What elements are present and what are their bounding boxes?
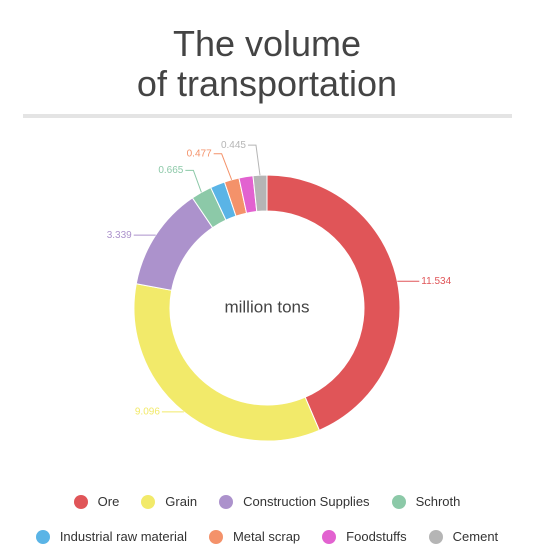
legend-label: Construction Supplies <box>243 494 370 509</box>
center-label: million tons <box>224 297 309 316</box>
slice-cement[interactable] <box>252 174 268 213</box>
legend-label: Metal scrap <box>232 529 301 544</box>
leader-line-schroth <box>185 169 202 193</box>
legend-item-cement[interactable]: Cement <box>428 529 499 544</box>
legend-swatch <box>35 529 50 544</box>
title-divider <box>23 114 512 118</box>
legend-label: Foodstuffs <box>346 529 407 544</box>
legend-row-1: Ore Grain Construction Supplies Schroth <box>0 494 534 509</box>
donut-chart: 11.534 9.096 3.339 0.665 0.477 0.445 million … <box>107 140 452 442</box>
legend-label: Schroth <box>415 494 461 509</box>
legend-item-foodstuffs[interactable]: Foodstuffs <box>322 529 407 544</box>
data-label-schroth: 0.665 <box>158 165 183 176</box>
legend-item-metal-scrap[interactable]: Metal scrap <box>208 529 301 544</box>
chart-title: The volume of transportation <box>0 24 534 104</box>
legend-swatch <box>322 529 337 544</box>
chart-title-line-2: of transportation <box>136 63 398 104</box>
legend-swatch <box>208 529 223 544</box>
slice-ore[interactable] <box>266 174 401 431</box>
data-label-ore: 11.534 <box>421 276 451 287</box>
legend-label: Grain <box>165 494 198 509</box>
legend-item-industrial-raw-material[interactable]: Industrial raw material <box>35 529 187 544</box>
data-label-construction-supplies: 3.339 <box>107 230 132 241</box>
legend-label: Cement <box>452 529 499 544</box>
legend-item-grain[interactable]: Grain <box>141 494 197 509</box>
legend-row-2: Industrial raw material Metal scrap Foodst… <box>0 529 534 544</box>
leader-line-metal-scrap <box>213 153 233 180</box>
data-label-grain: 9.096 <box>135 406 160 417</box>
legend-item-construction-supplies[interactable]: Construction Supplies <box>219 494 370 509</box>
data-label-cement: 0.445 <box>221 140 246 151</box>
legend-item-schroth[interactable]: Schroth <box>391 494 461 509</box>
legend-swatch <box>391 494 406 509</box>
leader-line-cement <box>247 144 261 176</box>
slice-construction-supplies[interactable] <box>135 197 214 291</box>
legend-swatch <box>141 494 156 509</box>
chart-title-line-1: The volume <box>172 23 362 64</box>
legend-label: Industrial raw material <box>59 529 187 544</box>
data-label-metal-scrap: 0.477 <box>187 148 212 159</box>
legend-swatch <box>428 529 443 544</box>
legend-swatch <box>73 494 88 509</box>
legend-item-ore[interactable]: Ore <box>73 494 120 509</box>
legend-swatch <box>219 494 234 509</box>
legend-label: Ore <box>97 494 120 509</box>
